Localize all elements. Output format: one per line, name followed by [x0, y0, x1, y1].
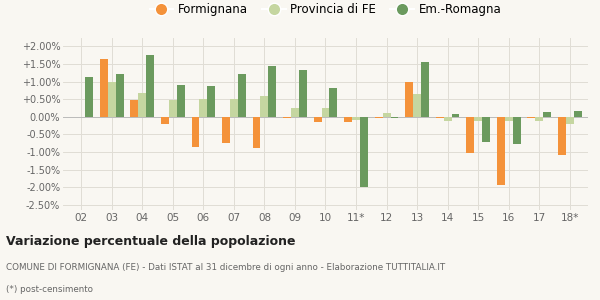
Bar	[139, 93, 146, 117]
Bar	[566, 117, 574, 124]
Bar	[482, 117, 490, 142]
Bar	[238, 74, 246, 117]
Bar	[383, 113, 391, 117]
Bar	[527, 117, 535, 118]
Bar	[130, 100, 139, 117]
Bar	[169, 100, 177, 117]
Bar	[299, 70, 307, 117]
Bar	[413, 94, 421, 117]
Bar	[314, 117, 322, 122]
Bar	[199, 99, 208, 117]
Bar	[558, 117, 566, 155]
Bar	[512, 117, 521, 144]
Text: COMUNE DI FORMIGNANA (FE) - Dati ISTAT al 31 dicembre di ogni anno - Elaborazion: COMUNE DI FORMIGNANA (FE) - Dati ISTAT a…	[6, 263, 445, 272]
Bar	[177, 85, 185, 117]
Bar	[374, 117, 383, 118]
Bar	[405, 82, 413, 117]
Bar	[161, 117, 169, 124]
Bar	[421, 62, 429, 117]
Bar	[222, 117, 230, 143]
Legend: Formignana, Provincia di FE, Em.-Romagna: Formignana, Provincia di FE, Em.-Romagna	[145, 0, 506, 21]
Bar	[260, 96, 268, 117]
Bar	[208, 86, 215, 117]
Bar	[543, 112, 551, 117]
Bar	[253, 117, 260, 148]
Bar	[291, 108, 299, 117]
Bar	[574, 111, 581, 117]
Bar	[452, 114, 460, 117]
Bar	[466, 117, 474, 153]
Bar	[443, 117, 452, 121]
Bar	[497, 117, 505, 185]
Bar	[108, 82, 116, 117]
Bar	[191, 117, 199, 147]
Bar	[505, 117, 512, 121]
Bar	[85, 77, 93, 117]
Text: Variazione percentuale della popolazione: Variazione percentuale della popolazione	[6, 235, 296, 248]
Bar	[322, 108, 329, 117]
Bar	[352, 117, 360, 120]
Bar	[283, 117, 291, 118]
Bar	[344, 117, 352, 122]
Bar	[360, 117, 368, 187]
Bar	[535, 117, 543, 121]
Bar	[329, 88, 337, 117]
Bar	[116, 74, 124, 117]
Bar	[100, 58, 108, 117]
Bar	[391, 117, 398, 118]
Text: (*) post-censimento: (*) post-censimento	[6, 286, 93, 295]
Bar	[146, 55, 154, 117]
Bar	[268, 66, 277, 117]
Bar	[230, 99, 238, 117]
Bar	[436, 117, 443, 118]
Bar	[474, 117, 482, 121]
